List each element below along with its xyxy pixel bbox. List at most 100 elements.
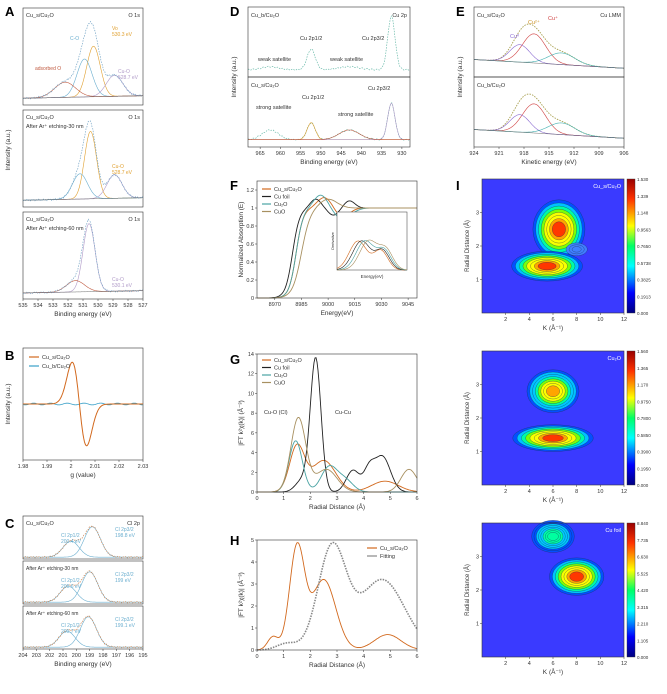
x-tick-label: 195	[138, 653, 147, 659]
colorbar-tick-label: 1.170	[637, 383, 649, 388]
peak-annotation: Cl 2p1/2	[61, 578, 80, 584]
heatmap-title: Cu_s/Cu₂O	[593, 184, 622, 190]
x-axis-label: Binding energy (eV)	[54, 311, 111, 318]
peak-annotation: Cu-O	[112, 277, 124, 283]
colorbar-tick-label: 0.1913	[637, 294, 651, 299]
peak-annotation: Cu²⁺	[528, 19, 540, 26]
y-tick-label: 2	[251, 604, 254, 610]
peak-label: O 1s	[128, 115, 140, 121]
y-axis-label: Radial Distance (Å)	[464, 564, 471, 616]
x-tick-label: 4	[362, 496, 365, 502]
x-tick-label: 1.99	[42, 464, 53, 470]
colorbar-tick-label: 0.000	[637, 655, 649, 660]
y-axis-label: Radial Distance (Å)	[464, 392, 471, 444]
raw-data	[22, 218, 144, 295]
x-tick-label: 9045	[402, 302, 414, 308]
colorbar-tick-label: 2.210	[637, 622, 649, 627]
peak-annotation: Cl 2p1/2	[61, 623, 80, 629]
y-axis-label: Intensity (a.u.)	[457, 56, 464, 97]
background-line	[23, 290, 143, 294]
y-tick-label: 1	[476, 278, 479, 284]
y-tick-label: 14	[248, 352, 254, 358]
y-tick-label: 2	[476, 244, 479, 250]
y-tick-label: 6	[251, 431, 254, 437]
heatmap-contour	[547, 532, 559, 541]
colorbar-tick-label: 0.5850	[637, 433, 651, 438]
x-tick-label: 8985	[295, 302, 307, 308]
x-tick-label: 0	[255, 654, 258, 660]
y-tick-label: 2	[476, 588, 479, 594]
legend-entry: Cu foil	[274, 366, 290, 372]
fit-cu1	[473, 33, 624, 69]
x-tick-label: 535	[18, 303, 27, 309]
x-tick-label: 2.03	[138, 464, 149, 470]
peak-annotation: Cu-O	[112, 164, 124, 170]
colorbar	[626, 350, 636, 486]
sample-label: Cu_s/Cu₂O	[26, 115, 55, 121]
x-tick-label: 533	[48, 303, 57, 309]
x-tick-label: 9030	[375, 302, 387, 308]
xanes-line	[257, 198, 417, 299]
x-tick-label: 6	[551, 489, 554, 495]
y-tick-label: 1	[476, 450, 479, 456]
x-tick-label: 204	[18, 653, 27, 659]
x-tick-label: 4	[528, 661, 531, 667]
peak-annotation: Cu 2p1/2	[302, 95, 324, 101]
x-axis-label: Binding energy (eV)	[54, 661, 111, 668]
fit-satellite	[248, 129, 410, 140]
x-tick-label: 918	[519, 151, 528, 157]
peak-annotation: Cu 2p3/2	[368, 86, 390, 92]
peak-annotation: Cl 2p3/2	[115, 572, 134, 578]
xps-cl2p-frame-2	[22, 560, 144, 605]
colorbar-tick-label: 1.148	[637, 211, 649, 216]
colorbar-tick-label: 1.365	[637, 366, 649, 371]
colorbar-tick-label: 1.560	[637, 349, 649, 354]
colorbar-tick-label: 0.3825	[637, 278, 651, 283]
panel-letter-e: E	[456, 4, 465, 19]
colorbar-tick-label: 0.7800	[637, 416, 651, 421]
x-tick-label: 8970	[269, 302, 281, 308]
raw-data	[22, 615, 144, 649]
colorbar-tick-label: 1.105	[637, 638, 649, 643]
raw-data	[247, 15, 411, 71]
background-line	[22, 95, 143, 99]
sample-label: Cu_s/Cu₂O	[477, 13, 506, 19]
y-tick-label: 4	[251, 560, 254, 566]
x-tick-label: 6	[415, 654, 418, 660]
x-tick-label: 199	[85, 653, 94, 659]
colorbar	[626, 522, 636, 658]
x-tick-label: 924	[469, 151, 478, 157]
peak-label: O 1s	[128, 217, 140, 223]
peak-annotation: C-O	[70, 36, 79, 42]
x-tick-label: 921	[494, 151, 503, 157]
raw-data	[23, 120, 144, 202]
colorbar	[626, 178, 636, 314]
x-tick-label: 8	[575, 489, 578, 495]
inset-frame	[336, 211, 408, 271]
peak-annotation: 199 eV	[115, 578, 132, 584]
x-tick-label: 8	[575, 317, 578, 323]
x-tick-label: 203	[32, 653, 41, 659]
peak-annotation: strong satellite	[256, 105, 291, 111]
x-tick-label: 12	[621, 661, 627, 667]
inset-y-label: Derivative	[330, 231, 335, 250]
panel-letter-d: D	[230, 4, 239, 19]
ft-exafs-line	[257, 440, 417, 493]
xps-o1s-frame-1	[22, 7, 144, 106]
x-tick-label: 531	[78, 303, 87, 309]
x-tick-label: 534	[33, 303, 42, 309]
x-axis-label: Energy(eV)	[321, 310, 354, 317]
sample-label: Cu_s/Cu₂O	[26, 521, 55, 527]
raw-data	[22, 525, 144, 559]
y-axis-label: Intensity (a.u.)	[5, 383, 12, 424]
etching-label: After Ar⁺ etching-60 nm	[26, 611, 78, 617]
y-tick-label: 12	[248, 372, 254, 378]
peak-annotation: Cu⁰	[510, 33, 520, 40]
colorbar-tick-label: 5.525	[637, 571, 649, 576]
x-tick-label: 2	[69, 464, 72, 470]
sample-label: Cu_b/Cu₂O	[251, 13, 280, 19]
y-axis-label: |FT k²χ(k)| (Å⁻³)	[236, 400, 245, 445]
peak-annotation: Vo	[112, 26, 118, 32]
bond-annotation: Cu-O (Cl)	[264, 410, 288, 416]
peak-label: Cl 2p	[127, 521, 140, 527]
